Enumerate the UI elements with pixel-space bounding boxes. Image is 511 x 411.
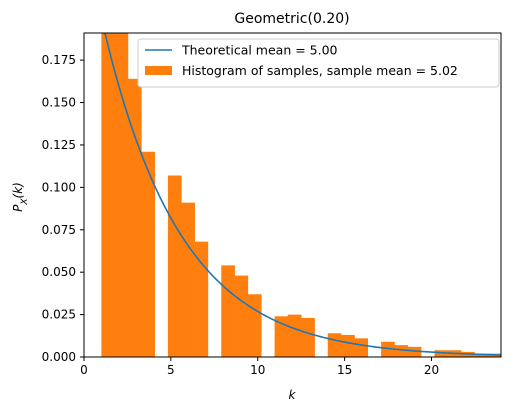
theoretical-pmf-line [104,33,501,356]
x-tick-label: 15 [337,363,352,377]
histogram-bar [247,294,262,357]
y-tick-label: 0.075 [42,223,76,237]
y-tick-label: 0.175 [42,53,76,67]
histogram-bar [394,345,408,357]
histogram-bar [434,350,448,357]
histogram-bar [381,341,395,357]
y-tick-label: 0.025 [42,308,76,322]
legend-label-theoretical: Theoretical mean = 5.00 [181,43,338,58]
histogram-bar [341,334,355,357]
histogram-bars [101,33,501,357]
legend: Theoretical mean = 5.00 Histogram of sam… [137,38,500,88]
histogram-bar [127,78,142,357]
x-tick-label: 20 [424,363,439,377]
chart-title: Geometric(0.20) [234,11,349,27]
x-tick-label: 5 [167,363,175,377]
histogram-bar [407,346,422,357]
histogram-bar [301,317,315,357]
x-axis-ticks: 0 5 10 15 20 [80,357,439,377]
histogram-bar [354,338,369,357]
histogram-bar [327,333,342,357]
y-axis-ticks: 0.000 0.025 0.050 0.075 0.100 0.125 0.150 0.175 [42,53,84,364]
y-tick-label: 0.050 [42,265,76,279]
histogram-bar [141,151,156,357]
histogram-bar [234,275,249,357]
legend-bar-swatch [145,66,172,75]
plot-area [101,33,501,357]
y-tick-label: 0.000 [42,350,76,364]
histogram-bar [287,314,302,357]
histogram-bar [221,265,235,357]
axes-frame [83,32,502,358]
histogram-bar [474,353,488,357]
histogram-bar [274,316,289,357]
histogram-bar [181,202,195,357]
y-axis-label: PX(k) [11,182,30,212]
legend-box [137,38,500,88]
y-tick-label: 0.100 [42,180,76,194]
x-axis-label: k [289,388,297,402]
x-tick-label: 0 [80,363,88,377]
x-tick-label: 10 [250,363,265,377]
y-tick-label: 0.125 [42,138,76,152]
legend-label-histogram: Histogram of samples, sample mean = 5.02 [182,63,458,78]
histogram-bar [194,241,209,357]
histogram-bar [167,175,182,357]
y-tick-label: 0.150 [42,96,76,110]
histogram-bar [114,33,129,357]
histogram-bar [101,33,116,357]
